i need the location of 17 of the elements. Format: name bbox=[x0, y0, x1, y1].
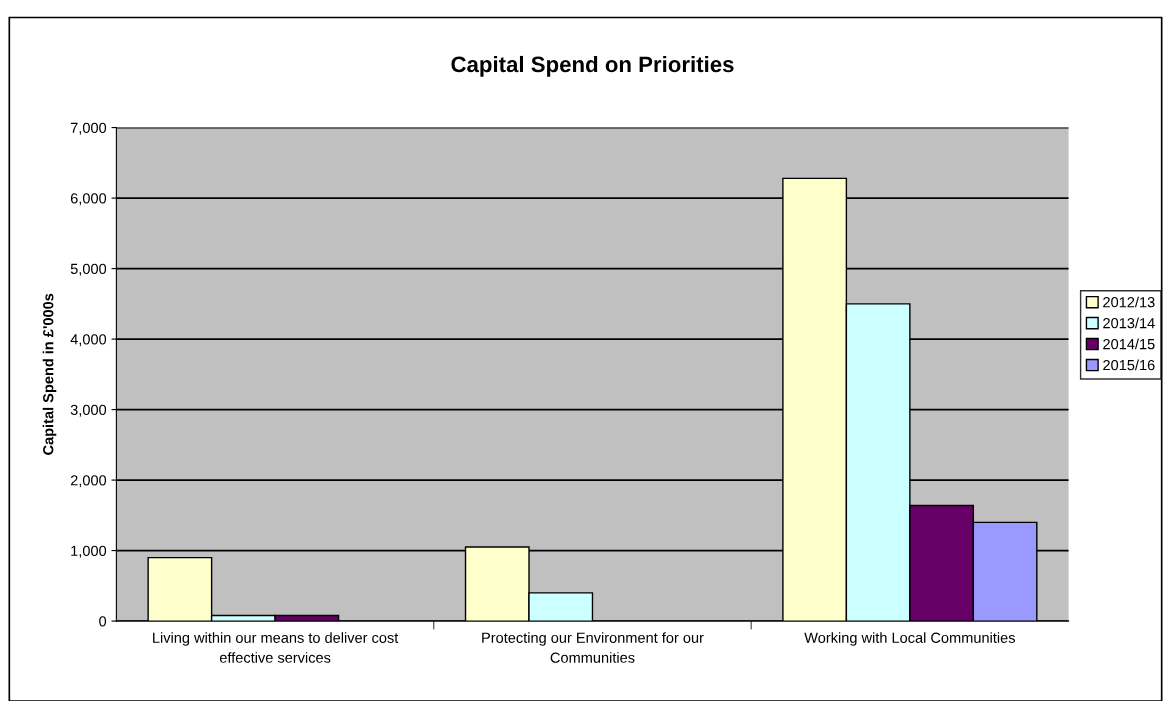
y-axis-title: Capital Spend in £'000s bbox=[42, 293, 57, 455]
y-tick-label: 4,000 bbox=[70, 334, 107, 347]
x-tick-label: Protecting our Environment for our Communities bbox=[482, 632, 704, 663]
y-tick-label: 6,000 bbox=[70, 193, 107, 206]
y-tick-label: 5,000 bbox=[70, 263, 107, 276]
chart-title: Capital Spend on Priorities bbox=[451, 55, 734, 77]
y-tick-label: 1,000 bbox=[71, 545, 107, 558]
y-tick-label: 2,000 bbox=[70, 475, 107, 488]
y-tick-label: 7,000 bbox=[70, 122, 107, 135]
legend-label: 2014/15 bbox=[1103, 338, 1155, 350]
legend-label: 2013/14 bbox=[1103, 317, 1155, 329]
x-tick-label: Working with Local Communities bbox=[804, 632, 1015, 646]
x-tick-label: Living within our means to deliver cost effective services bbox=[153, 632, 399, 663]
y-tick-label: 3,000 bbox=[70, 404, 107, 417]
y-tick-label: 0 bbox=[99, 616, 107, 627]
legend-label: 2015/16 bbox=[1103, 359, 1155, 371]
legend-label: 2012/13 bbox=[1103, 296, 1155, 308]
